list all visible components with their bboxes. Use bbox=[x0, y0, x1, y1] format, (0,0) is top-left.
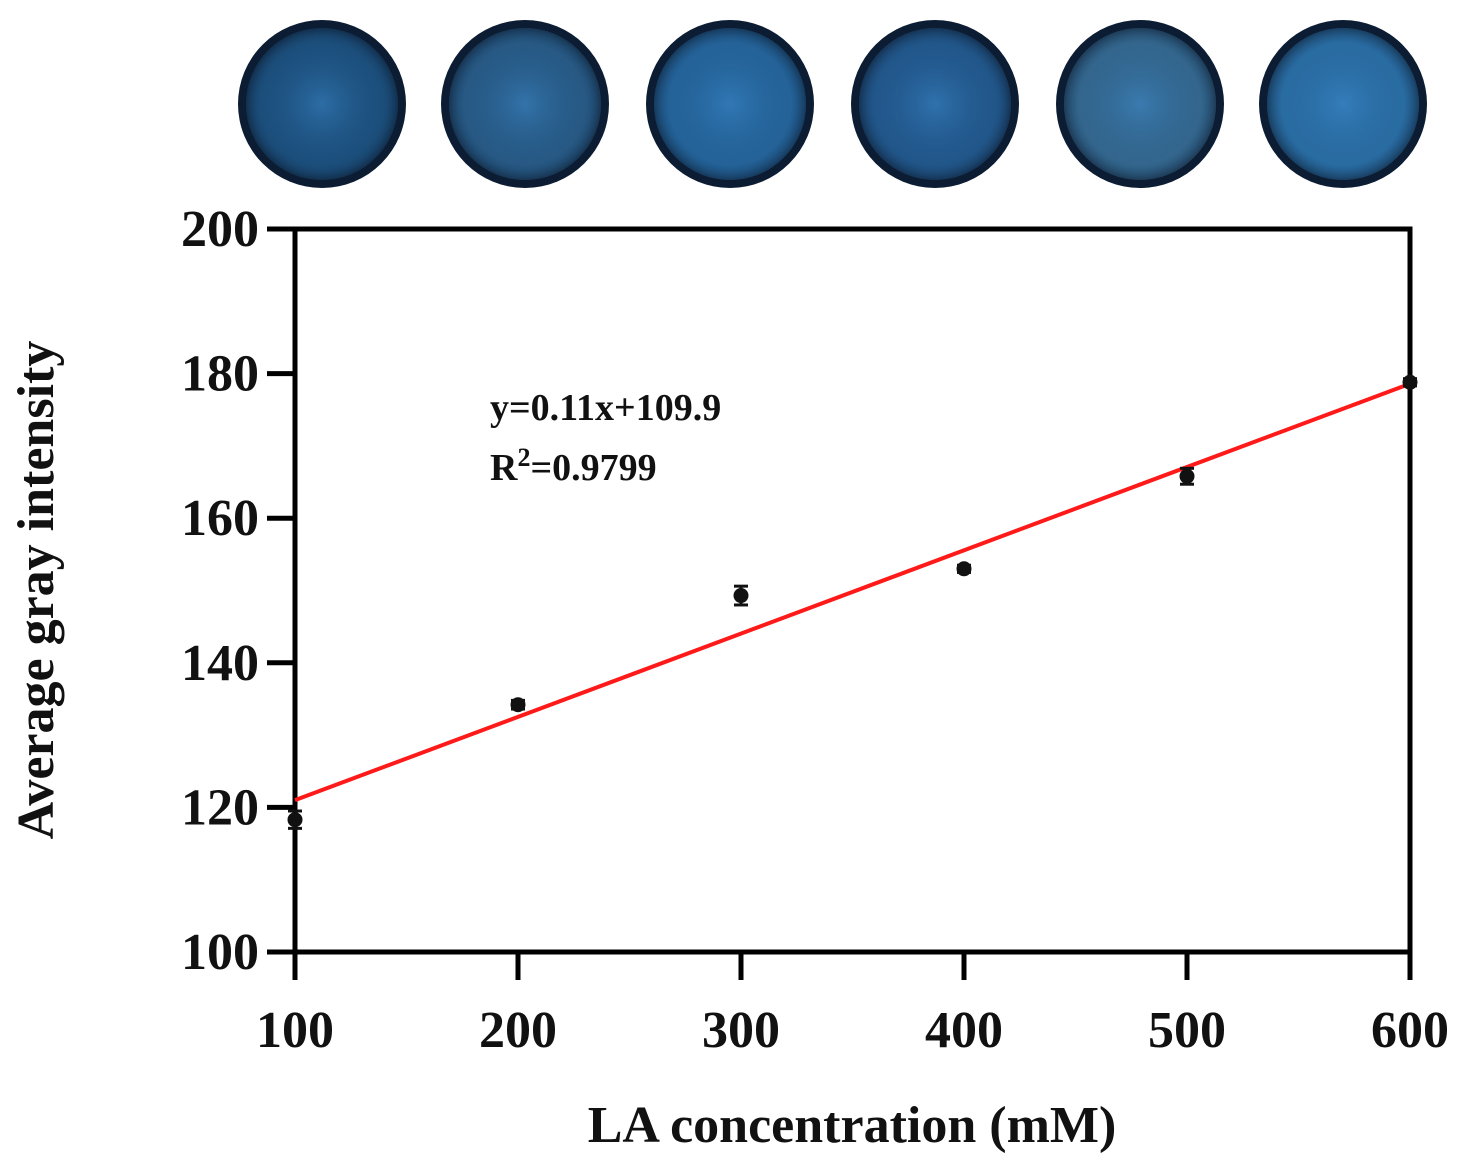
y-tick-label: 100 bbox=[181, 924, 259, 981]
x-axis-ticks: 100 200 300 400 500 600 bbox=[256, 952, 1449, 1059]
data-point bbox=[733, 588, 749, 604]
fit-line bbox=[294, 381, 1411, 803]
plot-area: 100 120 140 160 180 200 100 200 300 400 500 600 bbox=[181, 201, 1449, 1059]
x-tick-label: 100 bbox=[256, 1002, 334, 1059]
x-tick-label: 400 bbox=[925, 1002, 1003, 1059]
x-tick-label: 600 bbox=[1371, 1002, 1449, 1059]
data-points bbox=[287, 374, 1418, 830]
y-tick-label: 180 bbox=[181, 346, 259, 403]
well-image bbox=[1056, 20, 1224, 188]
data-point bbox=[956, 561, 972, 577]
data-point bbox=[510, 697, 526, 713]
y-tick-label: 140 bbox=[181, 635, 259, 692]
annotation-equation: y=0.11x+109.9 bbox=[490, 387, 721, 429]
well-image bbox=[238, 20, 406, 188]
plot-frame bbox=[292, 226, 1413, 955]
data-point bbox=[1179, 468, 1195, 484]
r2-value: =0.9799 bbox=[530, 447, 656, 489]
x-tick-label: 500 bbox=[1148, 1002, 1226, 1059]
well-image bbox=[1259, 20, 1427, 188]
y-tick-label: 200 bbox=[181, 201, 259, 258]
r2-superscript: 2 bbox=[517, 443, 530, 472]
y-axis-ticks: 100 120 140 160 180 200 bbox=[181, 201, 295, 981]
y-axis-title: Average gray intensity bbox=[8, 341, 65, 840]
well-image bbox=[851, 20, 1019, 188]
y-tick-label: 120 bbox=[181, 779, 259, 836]
data-point bbox=[1402, 374, 1418, 390]
annotation-r-squared: R2=0.9799 bbox=[490, 443, 657, 489]
r2-prefix: R bbox=[490, 447, 518, 489]
fit-line-group bbox=[294, 381, 1411, 803]
y-tick-label: 160 bbox=[181, 490, 259, 547]
well-image bbox=[646, 20, 814, 188]
x-axis-title: LA concentration (mM) bbox=[588, 1097, 1117, 1154]
x-tick-label: 200 bbox=[479, 1002, 557, 1059]
x-tick-label: 300 bbox=[702, 1002, 780, 1059]
well-image bbox=[441, 20, 609, 188]
well-images-row bbox=[238, 20, 1427, 188]
data-point bbox=[287, 812, 303, 828]
